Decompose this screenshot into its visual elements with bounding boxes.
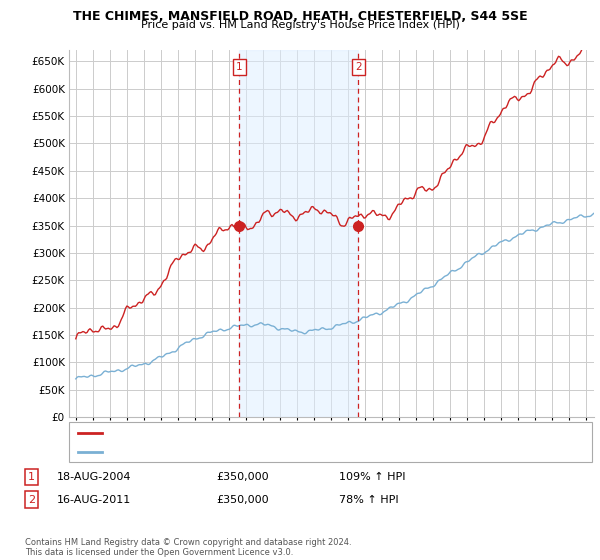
Text: 1: 1 — [236, 62, 243, 72]
Text: HPI: Average price, detached house, North East Derbyshire: HPI: Average price, detached house, Nort… — [106, 447, 374, 456]
Text: 16-AUG-2011: 16-AUG-2011 — [57, 494, 131, 505]
Text: £350,000: £350,000 — [216, 494, 269, 505]
Text: THE CHIMES, MANSFIELD ROAD, HEATH, CHESTERFIELD, S44 5SE (detached house): THE CHIMES, MANSFIELD ROAD, HEATH, CHEST… — [106, 428, 481, 437]
Text: 2: 2 — [355, 62, 362, 72]
Text: 18-AUG-2004: 18-AUG-2004 — [57, 472, 131, 482]
Text: Contains HM Land Registry data © Crown copyright and database right 2024.
This d: Contains HM Land Registry data © Crown c… — [25, 538, 352, 557]
Text: 78% ↑ HPI: 78% ↑ HPI — [339, 494, 398, 505]
Text: THE CHIMES, MANSFIELD ROAD, HEATH, CHESTERFIELD, S44 5SE: THE CHIMES, MANSFIELD ROAD, HEATH, CHEST… — [73, 10, 527, 22]
Text: 2: 2 — [28, 494, 35, 505]
Text: £350,000: £350,000 — [216, 472, 269, 482]
Text: 109% ↑ HPI: 109% ↑ HPI — [339, 472, 406, 482]
Bar — [239, 50, 358, 417]
Text: Price paid vs. HM Land Registry's House Price Index (HPI): Price paid vs. HM Land Registry's House … — [140, 20, 460, 30]
Text: 1: 1 — [28, 472, 35, 482]
